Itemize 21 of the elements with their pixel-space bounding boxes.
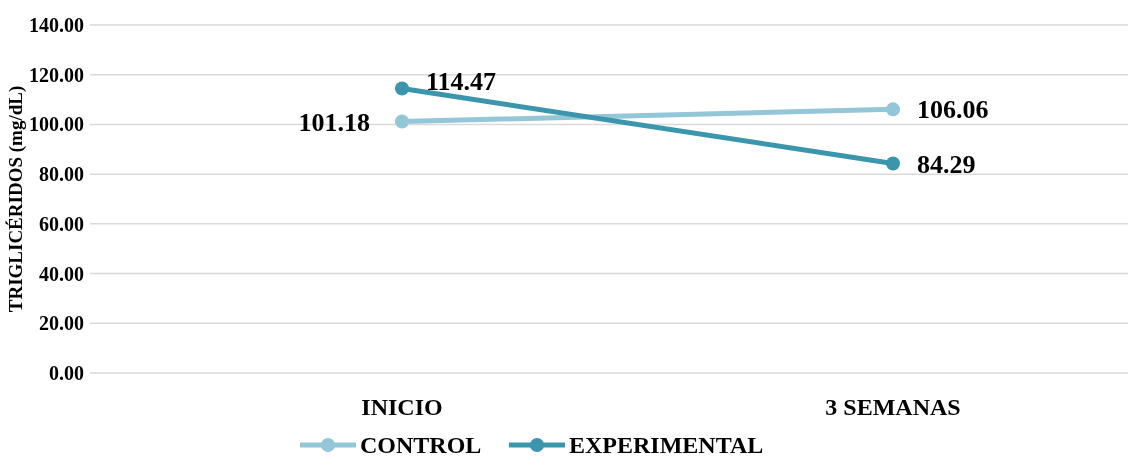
legend-label: CONTROL	[360, 432, 482, 459]
x-tick-label: INICIO	[361, 394, 443, 420]
y-axis-title: TRIGLICÉRIDOS (mg/dL)	[4, 85, 27, 313]
point	[395, 81, 409, 96]
data-label: 114.47	[426, 66, 497, 96]
y-tick-label: 120.00	[29, 63, 84, 86]
y-tick-label: 100.00	[29, 113, 84, 136]
data-label: 101.18	[298, 107, 370, 137]
y-tick-label: 40.00	[39, 262, 84, 285]
point	[395, 114, 409, 129]
y-tick-label: 140.00	[29, 14, 84, 36]
y-tick-label: 20.00	[39, 312, 84, 335]
point	[886, 102, 900, 117]
data-label: 106.06	[917, 95, 989, 125]
legend-label: EXPERIMENTAL	[569, 432, 764, 459]
y-tick-label: 60.00	[39, 212, 84, 235]
y-tick-label: 0.00	[49, 362, 84, 384]
x-tick-label: 3 SEMANAS	[825, 394, 961, 420]
data-label: 84.29	[917, 149, 976, 179]
y-tick-label: 80.00	[39, 163, 84, 186]
point	[886, 156, 900, 171]
